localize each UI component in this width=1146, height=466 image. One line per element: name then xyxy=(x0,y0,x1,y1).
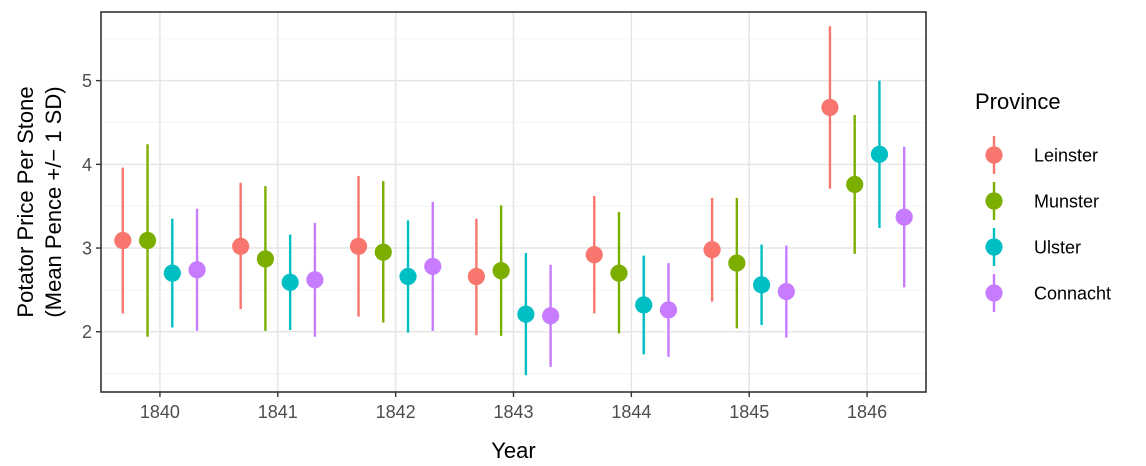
legend-label: Munster xyxy=(1034,192,1099,212)
data-point xyxy=(349,237,368,255)
data-point xyxy=(467,267,485,286)
data-point xyxy=(232,237,250,255)
y-tick-label: 5 xyxy=(82,71,92,91)
data-point xyxy=(399,267,417,286)
legend-item-connacht: Connacht xyxy=(985,274,1111,312)
data-point xyxy=(895,208,913,226)
x-tick-label: 1843 xyxy=(493,402,533,422)
data-point xyxy=(870,145,889,163)
y-axis-title-line-2: (Mean Pence +/− 1 SD) xyxy=(41,86,66,317)
data-point xyxy=(542,307,560,325)
y-tick-label: 2 xyxy=(82,322,92,342)
legend-title: Province xyxy=(975,89,1061,114)
data-point xyxy=(114,231,132,250)
x-axis: 1840 1841 1842 1843 1844 1845 1846 xyxy=(140,392,887,422)
data-point xyxy=(728,254,746,272)
data-point xyxy=(821,98,839,117)
data-point xyxy=(777,282,795,301)
y-tick-label: 4 xyxy=(82,155,92,175)
legend: Province Leinster Munster Ulster Connacht xyxy=(975,89,1111,312)
data-point xyxy=(281,273,299,291)
data-point xyxy=(635,296,653,314)
x-tick-label: 1845 xyxy=(729,402,769,422)
data-point xyxy=(585,246,603,264)
data-point xyxy=(659,301,678,319)
x-tick-label: 1840 xyxy=(140,402,180,422)
data-point xyxy=(188,261,206,279)
data-point xyxy=(846,175,864,194)
x-tick-label: 1844 xyxy=(611,402,651,422)
y-axis-title-line-1: Potator Price Per Stone xyxy=(13,86,38,317)
x-tick-label: 1842 xyxy=(376,402,416,422)
major-gridlines xyxy=(101,12,926,392)
legend-label: Ulster xyxy=(1034,238,1081,258)
data-point xyxy=(703,241,721,259)
legend-label: Connacht xyxy=(1034,284,1111,304)
data-point xyxy=(374,243,392,261)
legend-item-leinster: Leinster xyxy=(985,136,1098,174)
series-leinster xyxy=(114,26,839,336)
legend-key-point xyxy=(985,192,1003,210)
data-point xyxy=(306,271,324,289)
x-axis-title: Year xyxy=(491,438,535,463)
x-tick-label: 1841 xyxy=(258,402,298,422)
data-point xyxy=(752,276,771,294)
data-point xyxy=(492,262,510,280)
legend-item-ulster: Ulster xyxy=(985,228,1081,266)
legend-label: Leinster xyxy=(1034,146,1098,166)
legend-key-point xyxy=(985,146,1003,164)
data-point xyxy=(610,264,628,282)
data-point xyxy=(256,250,275,268)
data-point xyxy=(138,231,157,250)
data-point xyxy=(517,305,535,323)
data-point xyxy=(424,257,442,276)
data-point xyxy=(163,264,181,282)
legend-key-point xyxy=(985,284,1003,302)
x-tick-label: 1846 xyxy=(847,402,887,422)
series-ulster xyxy=(163,80,889,376)
legend-item-munster: Munster xyxy=(985,182,1099,220)
legend-key-point xyxy=(985,238,1003,256)
y-axis: 2 3 4 5 xyxy=(82,71,101,342)
data-marks xyxy=(114,26,913,376)
series-connacht xyxy=(188,146,913,367)
y-tick-label: 3 xyxy=(82,239,92,259)
series-munster xyxy=(138,114,864,337)
